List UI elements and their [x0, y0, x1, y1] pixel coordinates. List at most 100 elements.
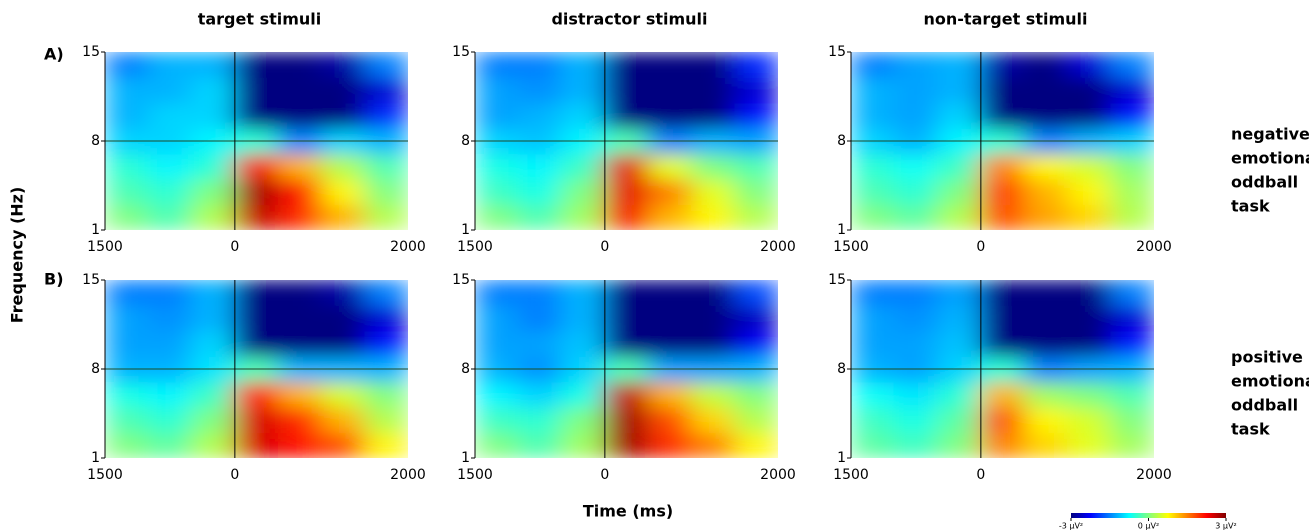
heatmap-cell — [937, 178, 982, 206]
heatmap-cell — [1110, 102, 1154, 129]
heatmap-cell — [517, 432, 563, 458]
row-label: task — [1231, 420, 1270, 439]
x-axis-label: Time (ms) — [583, 502, 673, 521]
heatmap-cell — [191, 330, 236, 357]
heatmap-cell — [1023, 102, 1068, 129]
heatmap-cell — [851, 381, 895, 408]
heatmap-cell — [105, 280, 149, 306]
heatmap-cell — [147, 432, 193, 458]
y-tick-label: 1 — [91, 222, 100, 238]
row-label: positive — [1231, 348, 1303, 367]
heatmap-cell — [851, 280, 895, 306]
heatmap-cell — [1023, 178, 1068, 206]
heatmap — [475, 280, 778, 458]
heatmap-cell — [105, 204, 149, 230]
heatmap-cells — [851, 52, 1154, 230]
heatmap-cell — [734, 102, 778, 129]
column-title: target stimuli — [198, 10, 322, 29]
heatmap-cell — [191, 52, 236, 78]
heatmap-cell — [277, 178, 322, 206]
heatmap-cell — [517, 330, 563, 357]
heatmap-cell — [604, 330, 649, 357]
x-tick-label: 2000 — [390, 467, 426, 483]
heatmap-cell — [1066, 153, 1112, 180]
heatmap-cell — [604, 432, 649, 458]
heatmap-cell — [893, 381, 939, 408]
heatmap-cell — [320, 52, 366, 78]
heatmap-cell — [105, 52, 149, 78]
heatmap-cell — [604, 102, 649, 129]
heatmap-cell — [893, 52, 939, 78]
heatmap-cell — [893, 153, 939, 180]
y-tick-label: 8 — [91, 361, 100, 377]
heatmap-cell — [234, 381, 279, 408]
heatmap-cell — [475, 153, 519, 180]
heatmap-cell — [893, 280, 939, 306]
heatmap-cell — [893, 178, 939, 206]
heatmap-cell — [690, 178, 736, 206]
heatmap-cell — [277, 280, 322, 306]
y-tick-label: 8 — [837, 133, 846, 149]
heatmap-cell — [647, 280, 692, 306]
heatmap-cell — [980, 76, 1025, 104]
heatmap-cell — [980, 280, 1025, 306]
heatmap-cell — [604, 76, 649, 104]
heatmap-cell — [561, 153, 606, 180]
heatmap-cell — [147, 178, 193, 206]
heatmap-cell — [147, 330, 193, 357]
heatmap-cell — [517, 204, 563, 230]
heatmap-cell — [561, 406, 606, 434]
heatmap-cell — [1110, 178, 1154, 206]
heatmap-cell — [105, 304, 149, 332]
heatmap-cell — [105, 432, 149, 458]
heatmap-cell — [105, 330, 149, 357]
heatmap-cell — [937, 76, 982, 104]
y-tick-label: 8 — [837, 361, 846, 377]
heatmap — [851, 52, 1154, 230]
heatmap-cell — [937, 432, 982, 458]
heatmap-cell — [851, 406, 895, 434]
x-tick-label: 2000 — [1136, 239, 1172, 255]
heatmap-cell — [277, 204, 322, 230]
heatmap-cell — [364, 280, 408, 306]
y-tick-label: 8 — [461, 133, 470, 149]
heatmap-cell — [851, 432, 895, 458]
heatmap-cell — [851, 178, 895, 206]
heatmap-cell — [937, 153, 982, 180]
x-tick-label: 1500 — [833, 467, 869, 483]
heatmap-cell — [1110, 406, 1154, 434]
heatmap-cell — [105, 178, 149, 206]
heatmap-cell — [191, 204, 236, 230]
heatmap-cell — [1110, 153, 1154, 180]
heatmap-cell — [647, 432, 692, 458]
row-label: emotional — [1231, 372, 1309, 391]
heatmap-cell — [517, 153, 563, 180]
heatmap-cell — [1066, 381, 1112, 408]
column-title: non-target stimuli — [924, 10, 1088, 29]
heatmap-cell — [980, 406, 1025, 434]
heatmap-cell — [320, 330, 366, 357]
heatmap-cell — [1110, 330, 1154, 357]
heatmap-cell — [105, 406, 149, 434]
heatmap-cell — [105, 381, 149, 408]
heatmap-cell — [105, 153, 149, 180]
heatmap-cell — [234, 280, 279, 306]
heatmap-cell — [851, 330, 895, 357]
heatmap-cell — [147, 280, 193, 306]
heatmap-cell — [980, 432, 1025, 458]
heatmap-cell — [234, 153, 279, 180]
heatmap-cell — [191, 178, 236, 206]
heatmap-cell — [364, 330, 408, 357]
y-tick-label: 15 — [452, 272, 470, 288]
y-axis-label: Frequency (Hz) — [8, 187, 27, 324]
heatmap-cell — [851, 204, 895, 230]
heatmap-cell — [277, 432, 322, 458]
heatmap — [105, 280, 408, 458]
heatmap-cell — [734, 76, 778, 104]
heatmap-cell — [647, 406, 692, 434]
heatmap-cell — [1023, 204, 1068, 230]
panel-label: A) — [44, 45, 64, 64]
y-tick-label: 8 — [91, 133, 100, 149]
heatmap-cell — [234, 432, 279, 458]
heatmap-cell — [893, 102, 939, 129]
